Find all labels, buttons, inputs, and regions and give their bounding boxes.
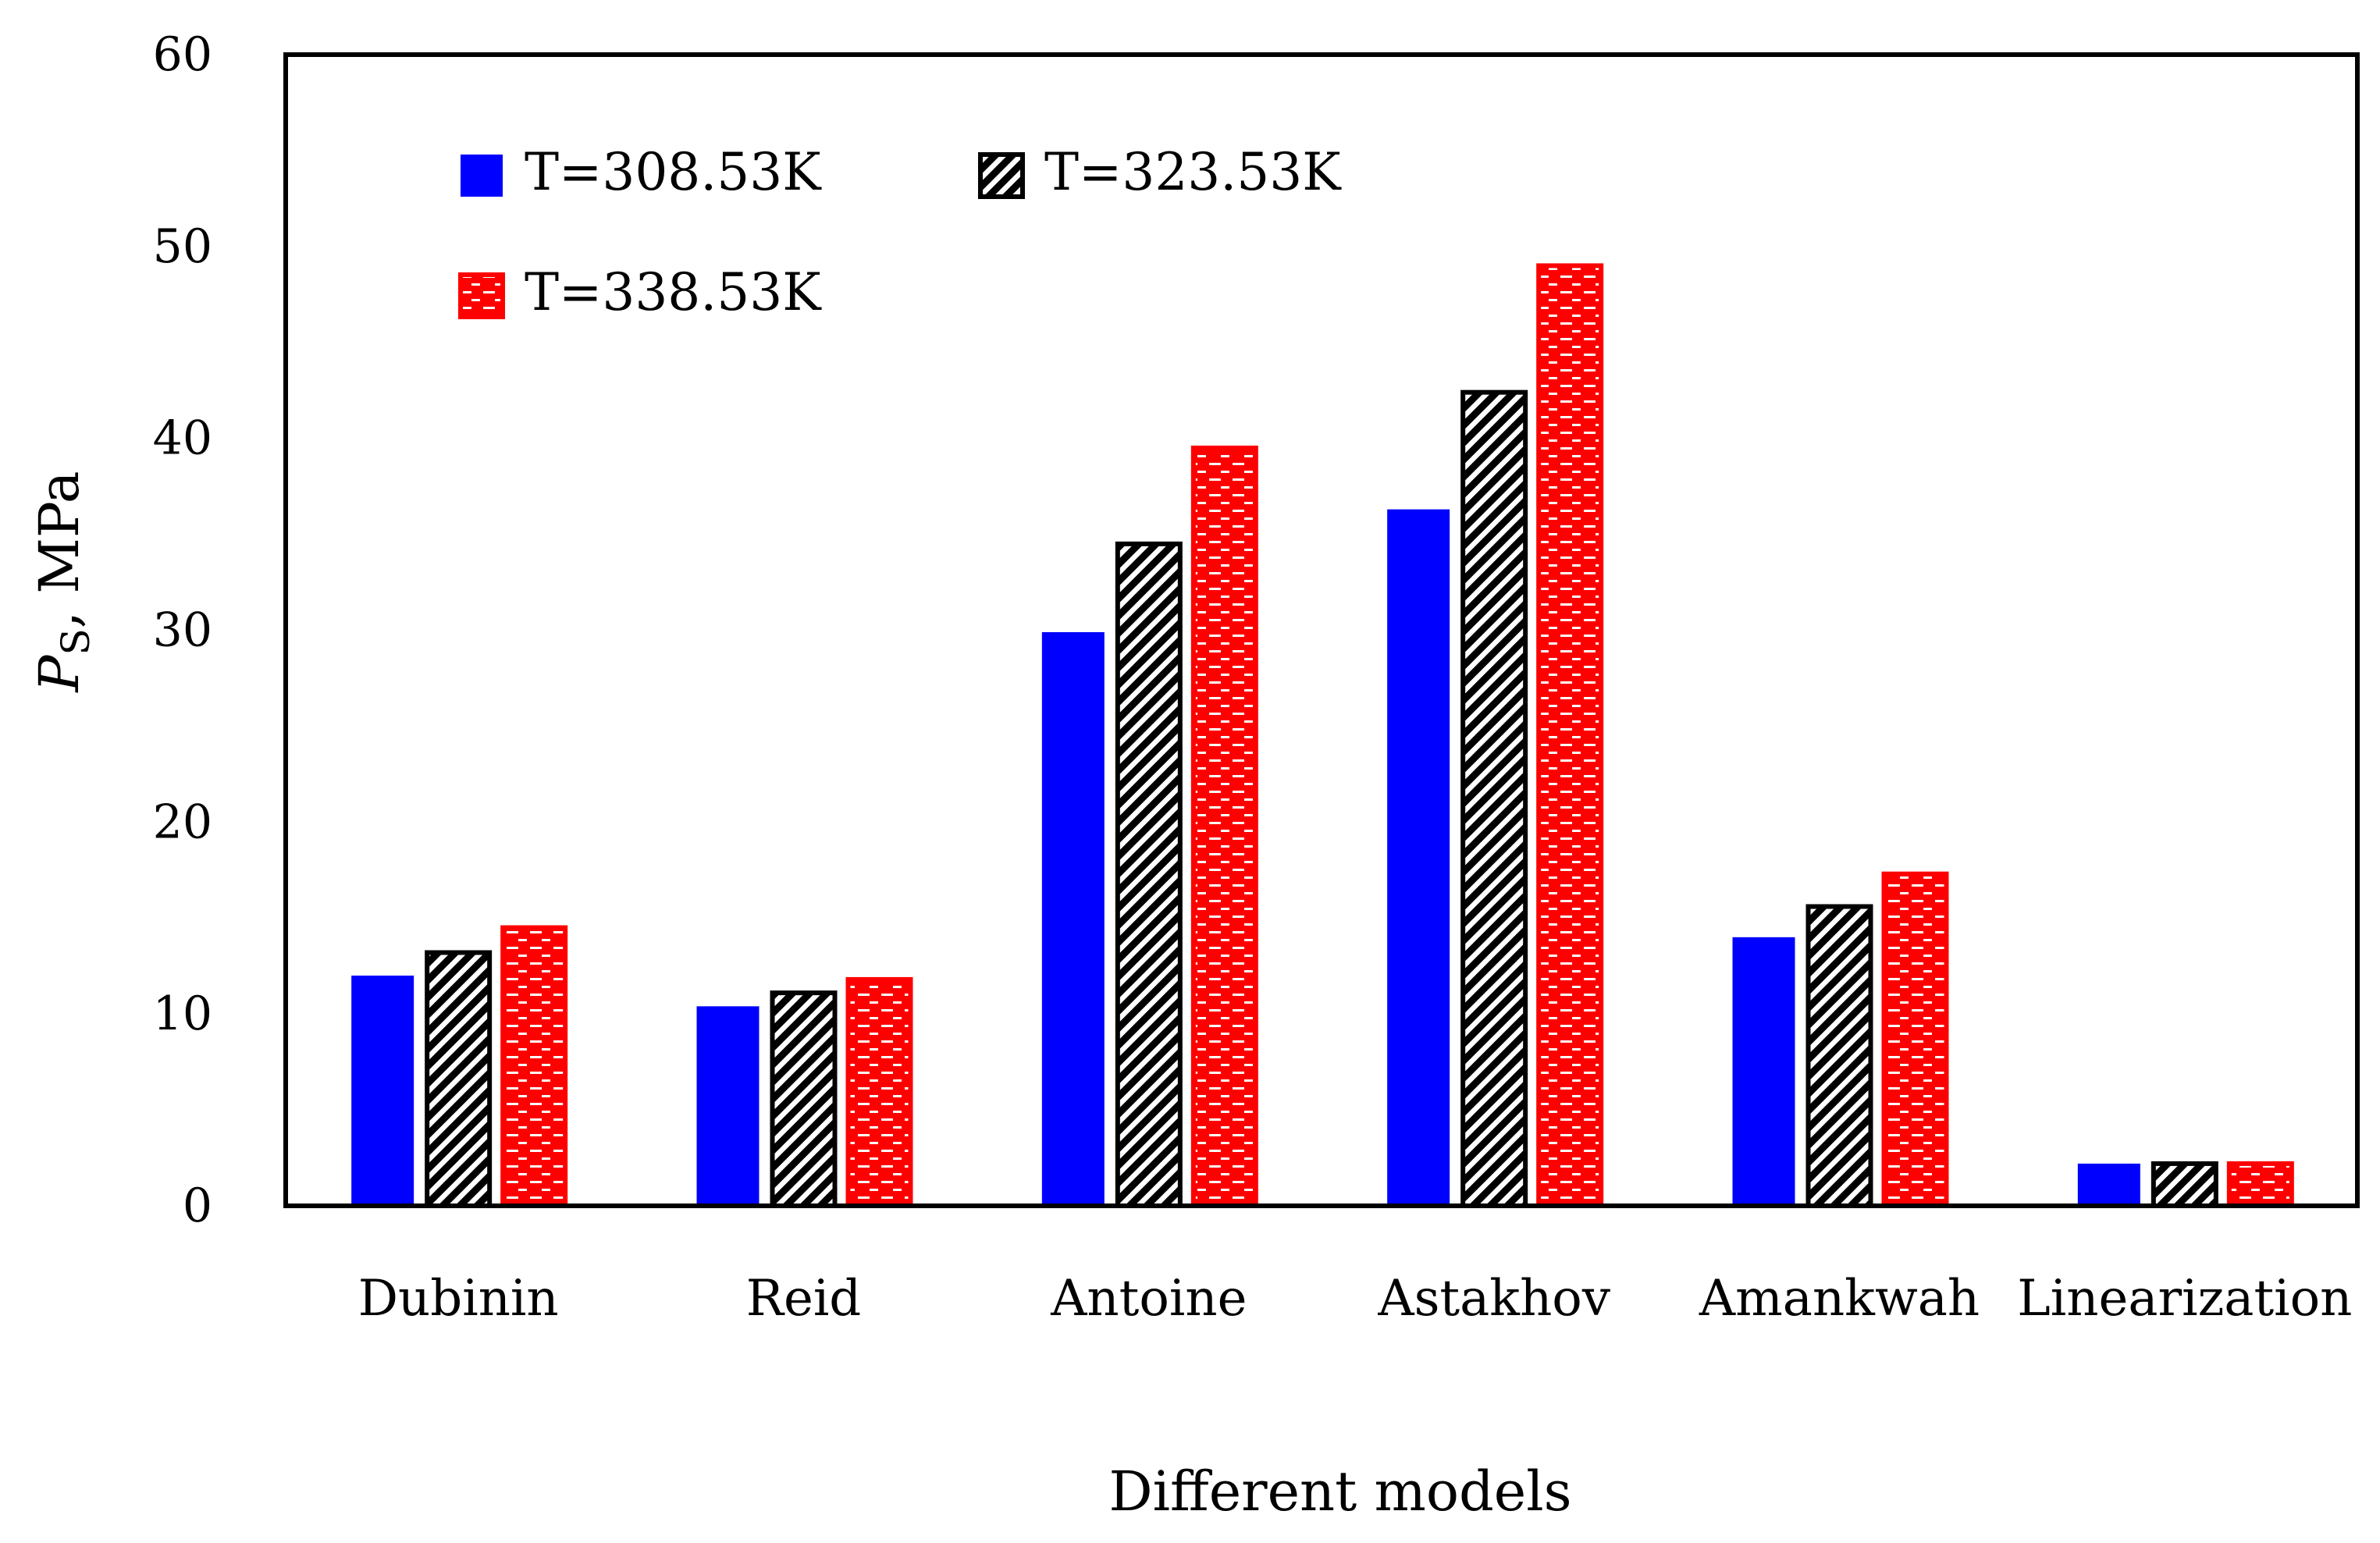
plot-frame bbox=[283, 52, 2360, 1208]
bar-linearization-t-338-53k bbox=[2226, 1161, 2294, 1208]
bar-amankwah-t-338-53k bbox=[1881, 871, 1949, 1209]
bar-dubinin-t-308-53k bbox=[351, 976, 414, 1206]
legend-label-t-338-53k: T=338.53K bbox=[525, 262, 822, 322]
bars-group bbox=[351, 263, 2294, 1209]
bar-astakhov-t-323-53k bbox=[1460, 389, 1528, 1209]
y-tick-label-30: 30 bbox=[153, 603, 212, 658]
y-axis-unit: , MPa bbox=[27, 471, 91, 628]
y-tick-label-40: 40 bbox=[153, 411, 212, 466]
legend: T=308.53K T=323.53K T=338.53K bbox=[458, 142, 1342, 322]
y-tick-label-60: 60 bbox=[153, 27, 212, 82]
y-axis-ticks: 0 10 20 30 40 50 60 bbox=[153, 27, 212, 1233]
y-tick-label-50: 50 bbox=[153, 219, 212, 274]
bar-astakhov-t-308-53k bbox=[1387, 509, 1450, 1206]
bar-dubinin-t-323-53k bbox=[425, 950, 493, 1208]
bar-reid-t-323-53k bbox=[770, 990, 838, 1208]
bar-antoine-t-323-53k bbox=[1115, 541, 1183, 1208]
legend-label-t-323-53k: T=323.53K bbox=[1044, 142, 1342, 202]
bar-antoine-t-308-53k bbox=[1041, 631, 1105, 1206]
bar-reid-t-308-53k bbox=[696, 1006, 760, 1206]
y-tick-label-20: 20 bbox=[153, 795, 212, 849]
x-category-label-dubinin: Dubinin bbox=[358, 1270, 559, 1328]
bar-linearization-t-323-53k bbox=[2151, 1161, 2218, 1208]
bar-amankwah-t-323-53k bbox=[1805, 904, 1873, 1208]
x-axis-title: Different models bbox=[1108, 1459, 1571, 1523]
legend-swatch-t-338-53k bbox=[458, 272, 505, 319]
x-axis-categories: Dubinin Reid Antoine Astakhov Amankwah Linear… bbox=[358, 1270, 2353, 1328]
y-axis-title: PS, MPa bbox=[27, 471, 98, 693]
bar-reid-t-338-53k bbox=[845, 976, 913, 1208]
legend-swatch-t-323-53k bbox=[978, 152, 1025, 199]
bar-linearization-t-308-53k bbox=[2077, 1163, 2140, 1206]
x-category-label-amankwah: Amankwah bbox=[1699, 1270, 1980, 1328]
bar-amankwah-t-308-53k bbox=[1732, 937, 1795, 1206]
bar-antoine-t-338-53k bbox=[1190, 445, 1258, 1208]
y-axis-symbol: P bbox=[27, 654, 91, 694]
x-category-label-astakhov: Astakhov bbox=[1377, 1270, 1610, 1328]
y-tick-label-0: 0 bbox=[183, 1179, 212, 1233]
x-category-label-antoine: Antoine bbox=[1050, 1270, 1247, 1328]
legend-swatch-t-308-53k bbox=[461, 155, 503, 197]
legend-label-t-308-53k: T=308.53K bbox=[525, 142, 822, 202]
y-tick-label-10: 10 bbox=[153, 987, 212, 1041]
x-category-label-reid: Reid bbox=[746, 1270, 862, 1328]
y-axis-subscript: S bbox=[53, 628, 98, 655]
bar-astakhov-t-338-53k bbox=[1536, 263, 1604, 1209]
bar-dubinin-t-338-53k bbox=[500, 925, 568, 1208]
x-category-label-linearization: Linearization bbox=[2017, 1270, 2352, 1328]
